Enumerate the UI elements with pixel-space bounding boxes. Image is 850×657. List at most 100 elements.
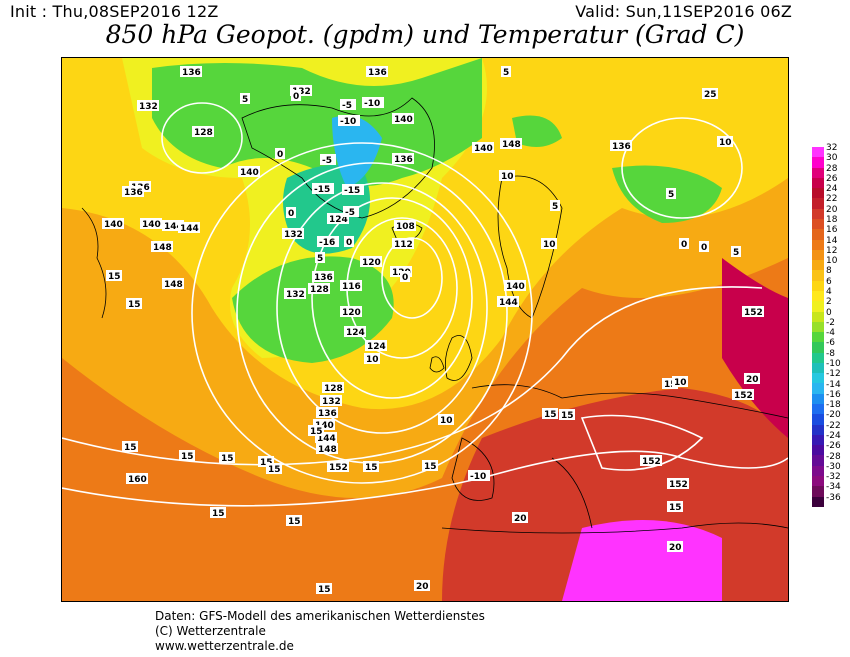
map-value-label: 20 <box>746 375 759 385</box>
map-label-background <box>315 252 325 263</box>
scale-swatch <box>812 383 824 394</box>
scale-swatch <box>812 229 824 240</box>
map-value-label: 140 <box>142 220 161 230</box>
credits-copyright: (C) Wetterzentrale <box>155 624 266 638</box>
scale-level-label: 4 <box>826 287 832 297</box>
map-label-background <box>731 246 741 257</box>
map-label-background <box>238 166 260 177</box>
temperature-field-hot-east <box>722 258 788 438</box>
map-value-label: 136 <box>394 155 413 165</box>
map-value-label: -15 <box>314 185 330 195</box>
map-label-background <box>266 463 282 474</box>
map-label-background <box>344 236 354 247</box>
map-value-label: 108 <box>396 222 415 232</box>
map-label-background <box>662 378 678 389</box>
scale-level-label: -10 <box>826 359 841 369</box>
temperature-field-cold-scand <box>512 115 562 147</box>
init-time: Init : Thu,08SEP2016 12Z <box>10 2 219 21</box>
map-value-label: 15 <box>318 585 331 595</box>
map-label-background <box>320 154 336 165</box>
map-value-label: 152 <box>734 391 753 401</box>
map-value-label: 140 <box>104 220 123 230</box>
scale-level-label: 6 <box>826 276 832 287</box>
map-value-label: 10 <box>501 172 514 182</box>
scale-swatch <box>812 270 824 281</box>
scale-swatch <box>812 455 824 466</box>
isohypse-148 <box>191 142 533 484</box>
isohypse-152 <box>62 286 763 466</box>
temperature-color-scale <box>812 147 824 507</box>
scale-level-label: -18 <box>826 400 841 411</box>
temperature-field-hottest <box>562 520 722 601</box>
map-label-background <box>275 148 285 159</box>
map-label-background <box>258 456 274 467</box>
scale-swatch <box>812 424 824 435</box>
scale-swatch <box>812 260 824 271</box>
map-label-background <box>667 501 683 512</box>
map-label-background <box>414 580 430 591</box>
map-label-background <box>286 515 302 526</box>
map-label-background <box>151 241 173 252</box>
map-label-background <box>210 507 226 518</box>
scale-level-label: -26 <box>826 441 841 452</box>
map-label-background <box>327 213 349 224</box>
scale-swatch <box>812 188 824 199</box>
scale-swatch <box>812 147 824 158</box>
map-label-background <box>702 88 718 99</box>
scale-swatch <box>812 362 824 374</box>
scale-level-label: -24 <box>826 431 841 441</box>
map-value-label: -15 <box>344 186 360 196</box>
map-value-label: 15 <box>664 380 677 390</box>
scale-swatch <box>812 404 824 415</box>
isohypse-132 <box>276 182 488 434</box>
credits-website[interactable]: www.wetterzentrale.de <box>155 639 294 653</box>
map-label-background <box>666 188 676 199</box>
scale-swatch <box>812 280 824 291</box>
map-label-background <box>317 236 339 247</box>
scale-level-label: -2 <box>826 317 835 328</box>
map-label-background <box>392 238 414 249</box>
map-label-background <box>162 278 184 289</box>
map-label-background <box>499 170 515 181</box>
map-label-background <box>316 583 332 594</box>
scale-swatch <box>812 290 824 302</box>
scale-level-label: -20 <box>826 410 841 421</box>
scale-swatch <box>812 476 824 487</box>
scale-level-label: -22 <box>826 420 841 431</box>
scale-level-label: -32 <box>826 472 841 483</box>
map-value-label: 140 <box>506 282 525 292</box>
valid-time: Valid: Sun,11SEP2016 06Z <box>575 2 792 21</box>
map-label-background <box>541 238 557 249</box>
map-label-background <box>500 138 522 149</box>
map-value-label: 20 <box>669 543 682 553</box>
map-value-label: 15 <box>561 411 574 421</box>
map-value-label: 124 <box>367 342 386 352</box>
map-value-label: 136 <box>124 188 143 198</box>
scale-swatch <box>812 373 824 384</box>
scale-swatch <box>812 167 824 178</box>
map-label-background <box>501 66 511 77</box>
map-value-label: 152 <box>329 463 348 473</box>
scale-level-label: 30 <box>826 153 838 164</box>
scale-swatch <box>812 208 824 219</box>
map-value-label: 10 <box>543 240 556 250</box>
weather-map-svg: 1361321321281361401441481361401321241201… <box>62 58 788 601</box>
map-label-background <box>313 419 335 430</box>
scale-level-label: -34 <box>826 482 841 493</box>
map-value-label: 132 <box>322 397 341 407</box>
map-value-label: 10 <box>440 416 453 426</box>
scale-swatch <box>812 434 824 446</box>
geopotential-isolines <box>62 102 788 507</box>
north-africa-coast <box>441 522 788 534</box>
map-label-background <box>394 220 416 231</box>
map-value-label: 136 <box>182 68 201 78</box>
map-value-label: 15 <box>424 462 437 472</box>
map-value-label: 20 <box>514 514 527 524</box>
map-value-label: 144 <box>317 434 336 444</box>
scale-swatch <box>812 496 824 507</box>
scale-level-label: 20 <box>826 204 838 215</box>
map-label-background <box>291 90 301 101</box>
greenland-coast <box>241 97 435 219</box>
map-value-label: 15 <box>544 410 557 420</box>
scale-swatch <box>812 465 824 476</box>
